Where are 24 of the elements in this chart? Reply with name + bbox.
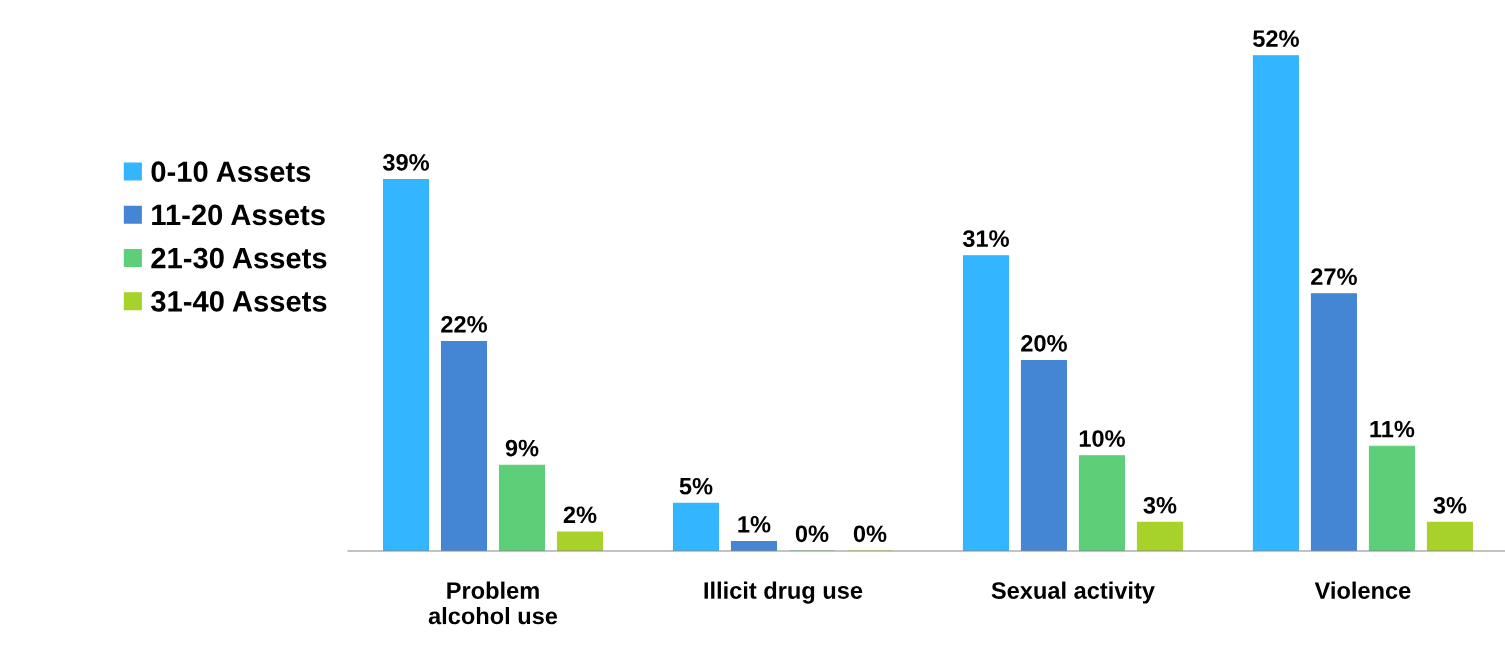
- legend-label: 31-40 Assets: [151, 291, 327, 312]
- data-label: 10%: [1079, 430, 1125, 447]
- legend-label: 0-10 Assets: [151, 161, 311, 182]
- x-tick-label: Sexual activity: [991, 581, 1155, 604]
- data-label: 11%: [1370, 420, 1415, 438]
- data-label: 31%: [962, 230, 1009, 247]
- x-tick-label: Violence: [1314, 581, 1411, 599]
- legend-label: 11-20 Assets: [152, 204, 325, 226]
- data-label: 9%: [505, 439, 539, 457]
- data-label: 3%: [1433, 496, 1467, 514]
- data-label: 22%: [441, 315, 487, 333]
- data-label: 52%: [1253, 30, 1299, 47]
- data-label: 27%: [1311, 268, 1357, 285]
- data-label: 0%: [795, 525, 829, 543]
- data-label: 0%: [853, 525, 887, 543]
- data-label: 2%: [563, 506, 597, 524]
- data-label: 1%: [738, 515, 771, 533]
- data-label: 39%: [382, 154, 429, 171]
- data-label: 5%: [679, 477, 713, 495]
- x-tick-label: Illicit drug use: [704, 581, 863, 604]
- data-label: 3%: [1143, 496, 1177, 514]
- data-label: 20%: [1021, 334, 1067, 352]
- x-tick-label: Problem alcohol use: [428, 581, 558, 625]
- legend-label: 21-30 Assets: [151, 247, 327, 269]
